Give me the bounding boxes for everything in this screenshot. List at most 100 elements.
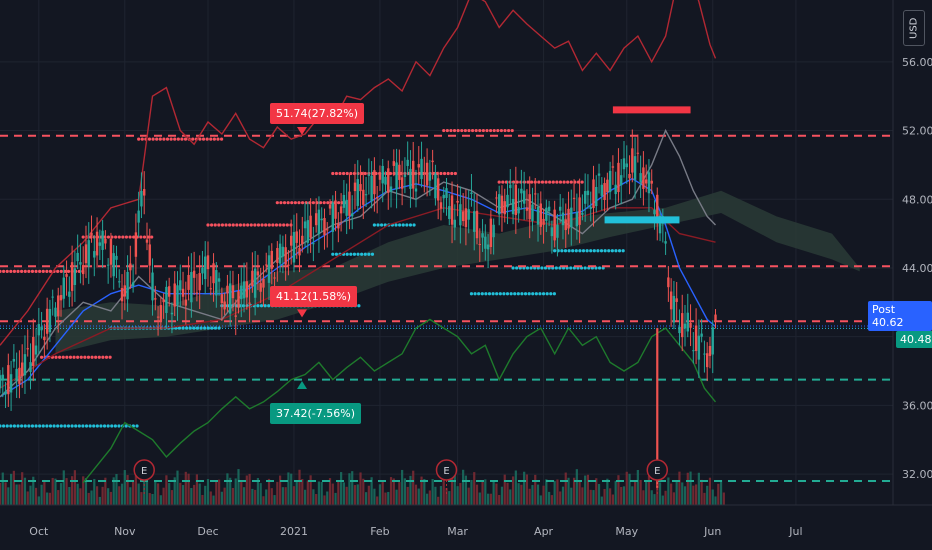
dot-marker bbox=[106, 235, 111, 239]
volume-bar bbox=[539, 495, 542, 505]
dot-marker bbox=[23, 269, 27, 273]
candle-body bbox=[73, 268, 77, 286]
volume-bar bbox=[628, 473, 631, 505]
dot-marker bbox=[95, 424, 99, 428]
candle-body bbox=[70, 262, 74, 291]
currency-label[interactable]: USD bbox=[903, 10, 925, 46]
dot-marker bbox=[220, 223, 225, 227]
dot-marker bbox=[599, 249, 604, 253]
volume-bar bbox=[445, 488, 448, 505]
volume-bar bbox=[317, 481, 321, 505]
dot-marker bbox=[113, 424, 117, 428]
dot-marker bbox=[439, 171, 443, 176]
candle-body bbox=[453, 219, 457, 228]
candle-body bbox=[409, 168, 412, 189]
candle-body bbox=[209, 288, 212, 290]
candle-body bbox=[570, 207, 573, 228]
candle-body bbox=[256, 271, 260, 276]
volume-bar bbox=[140, 492, 143, 505]
candle-body bbox=[611, 166, 615, 168]
dot-marker bbox=[498, 292, 502, 296]
candle-body bbox=[445, 188, 448, 198]
dot-marker bbox=[81, 424, 85, 428]
candle-body bbox=[622, 158, 626, 170]
dot-marker bbox=[446, 171, 450, 176]
candle-body bbox=[395, 162, 398, 190]
volume-bar bbox=[220, 491, 223, 505]
volume-bar bbox=[76, 483, 79, 505]
candle-body bbox=[206, 255, 210, 270]
candle-body bbox=[362, 189, 365, 205]
dot-marker bbox=[499, 128, 504, 133]
volume-bar bbox=[575, 469, 578, 505]
callout-mid[interactable]: 41.12(1.58%) bbox=[270, 286, 358, 307]
volume-bar bbox=[134, 471, 137, 505]
volume-bar bbox=[118, 486, 121, 505]
dot-marker bbox=[318, 201, 323, 205]
dot-marker bbox=[331, 171, 335, 176]
dot-marker bbox=[596, 249, 600, 253]
candle-body bbox=[326, 229, 329, 231]
candle-body bbox=[608, 170, 612, 193]
candle-body bbox=[187, 274, 190, 290]
dot-marker bbox=[337, 201, 341, 205]
dot-marker bbox=[290, 201, 294, 205]
candle-body bbox=[201, 267, 204, 274]
candle-body bbox=[162, 299, 165, 303]
dot-marker bbox=[256, 304, 260, 308]
volume-bar bbox=[381, 479, 384, 505]
callout-high[interactable]: 51.74(27.82%) bbox=[270, 103, 365, 124]
volume-bar bbox=[528, 488, 531, 505]
candlesticks bbox=[0, 129, 717, 411]
volume-bar bbox=[206, 479, 210, 505]
candle-body bbox=[303, 221, 307, 229]
dot-marker bbox=[180, 137, 184, 141]
candle-body bbox=[43, 336, 46, 341]
candle-body bbox=[459, 204, 462, 226]
candle-body bbox=[4, 391, 7, 395]
volume-bar bbox=[120, 483, 124, 505]
volume-bar bbox=[597, 483, 601, 505]
candle-body bbox=[556, 224, 559, 238]
volume-bar bbox=[226, 473, 229, 505]
dot-marker bbox=[412, 223, 416, 227]
volume-bar bbox=[459, 483, 462, 505]
dot-marker bbox=[487, 292, 492, 296]
candle-body bbox=[314, 213, 318, 226]
callout-low[interactable]: 37.42(-7.56%) bbox=[270, 403, 361, 424]
candle-body bbox=[23, 354, 27, 376]
cloud-area bbox=[55, 190, 860, 354]
candle-body bbox=[484, 236, 487, 249]
candle-body bbox=[220, 294, 224, 304]
candle-body bbox=[287, 264, 290, 266]
dot-marker bbox=[2, 424, 6, 428]
volume-bar bbox=[190, 488, 193, 505]
candle-body bbox=[561, 212, 565, 226]
volume-bar bbox=[584, 475, 587, 505]
volume-bar bbox=[711, 489, 714, 505]
candle-body bbox=[384, 176, 387, 185]
volume-bar bbox=[345, 486, 348, 505]
volume-bar bbox=[23, 477, 27, 505]
volume-bar bbox=[448, 491, 451, 505]
candle-body bbox=[129, 263, 132, 271]
dot-marker bbox=[282, 201, 287, 205]
candle-body bbox=[375, 197, 379, 199]
volume-bar bbox=[71, 476, 74, 505]
volume-bar bbox=[364, 492, 368, 505]
volume-bar bbox=[328, 478, 332, 505]
candle-body bbox=[87, 240, 90, 267]
dot-marker bbox=[510, 128, 514, 133]
candle-body bbox=[240, 285, 243, 300]
dot-marker bbox=[206, 223, 210, 227]
earnings-marker: E bbox=[435, 459, 458, 494]
volume-bar bbox=[453, 473, 456, 505]
volume-bar bbox=[87, 492, 90, 505]
volume-bar bbox=[492, 480, 495, 505]
volume-bar bbox=[434, 486, 437, 505]
candle-body bbox=[353, 182, 357, 192]
dot-marker bbox=[70, 424, 74, 428]
volume-bar bbox=[237, 469, 240, 505]
dot-marker bbox=[569, 180, 573, 184]
